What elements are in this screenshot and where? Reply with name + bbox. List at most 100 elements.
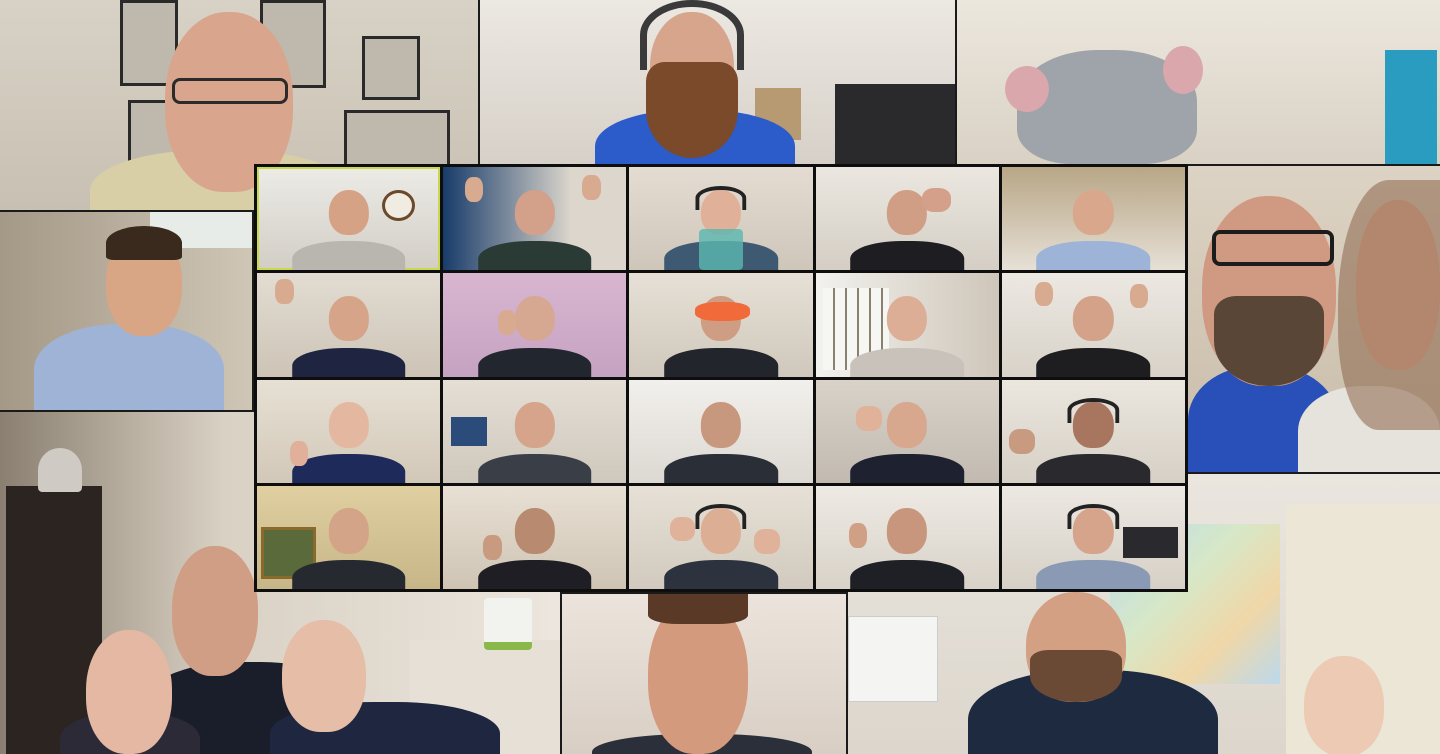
participant-face	[887, 295, 928, 342]
participant-body	[850, 347, 964, 377]
grid-tile-4[interactable]	[815, 167, 999, 271]
video-tile-top-left[interactable]	[0, 0, 478, 210]
participant-body	[477, 347, 592, 377]
participant-face	[328, 189, 369, 236]
monitor	[450, 416, 488, 446]
grid-tile-1-active-speaker[interactable]	[257, 167, 441, 271]
grid-tile-11[interactable]	[257, 379, 441, 483]
teal-hair	[699, 228, 743, 271]
participant-body	[1036, 560, 1151, 589]
participant-grid	[254, 164, 1188, 592]
participant-body	[291, 347, 406, 377]
grid-tile-6[interactable]	[257, 273, 441, 377]
participant-face	[700, 402, 742, 448]
participant-body	[477, 560, 592, 589]
child-hair	[1338, 180, 1440, 430]
participant-body	[1036, 453, 1151, 483]
grid-tile-19[interactable]	[815, 485, 999, 589]
thumbs-up-hand	[669, 516, 696, 542]
lamp	[38, 448, 82, 492]
tv-screen	[1122, 527, 1178, 559]
grid-tile-5[interactable]	[1001, 167, 1185, 271]
waving-hand	[275, 279, 294, 305]
child-face	[282, 620, 366, 732]
thumbs-up-hand	[753, 529, 780, 554]
participant-face	[1073, 189, 1114, 236]
video-tile-top-center[interactable]	[480, 0, 955, 164]
grid-tile-15[interactable]	[1001, 379, 1185, 483]
grid-tile-17[interactable]	[443, 485, 627, 589]
child-face	[86, 630, 172, 754]
participant-face	[328, 295, 369, 342]
waving-hand	[582, 175, 601, 201]
participant-face	[514, 508, 555, 554]
glasses-icon	[172, 78, 288, 104]
participant-face	[887, 189, 928, 236]
participant-face	[887, 508, 928, 554]
grid-tile-10[interactable]	[1001, 273, 1185, 377]
participant-body	[291, 241, 406, 271]
participant-body	[477, 453, 592, 483]
participant-face	[328, 402, 369, 448]
video-tile-left-middle[interactable]	[0, 212, 252, 410]
participant-body	[850, 560, 964, 589]
grid-tile-2[interactable]	[443, 167, 627, 271]
participant-body	[664, 453, 778, 483]
drawing-on-wall	[848, 616, 938, 702]
wall-clock-icon	[381, 189, 415, 221]
participant-face	[328, 508, 369, 554]
grid-tile-8[interactable]	[629, 273, 813, 377]
participant-body	[291, 560, 406, 589]
participant-body	[291, 453, 406, 483]
novelty-glasses-icon	[695, 302, 751, 321]
video-tile-top-right[interactable]	[957, 0, 1440, 164]
participant-body	[850, 241, 964, 271]
participant-body	[1036, 347, 1151, 377]
grid-tile-20[interactable]	[1001, 485, 1185, 589]
video-tile-bottom-center[interactable]	[562, 594, 846, 754]
beard	[1214, 296, 1324, 386]
grid-tile-18[interactable]	[629, 485, 813, 589]
participant-body	[664, 347, 778, 377]
participant-body	[34, 324, 224, 410]
participant-face	[648, 598, 748, 754]
grid-tile-9[interactable]	[815, 273, 999, 377]
waving-hand	[498, 310, 517, 336]
participant-face	[514, 402, 555, 448]
waving-hand	[855, 406, 882, 432]
beard	[1030, 650, 1122, 702]
headphones-icon	[640, 0, 744, 70]
grid-tile-16[interactable]	[257, 485, 441, 589]
waving-hand	[1034, 281, 1054, 307]
hair	[106, 226, 182, 260]
participant-body	[1036, 241, 1151, 271]
grid-tile-13[interactable]	[629, 379, 813, 483]
waving-hand	[483, 535, 502, 561]
headphones-icon	[1067, 504, 1120, 530]
waving-hand	[465, 177, 484, 203]
waving-hand	[289, 441, 309, 467]
grid-tile-3[interactable]	[629, 167, 813, 271]
grid-tile-7[interactable]	[443, 273, 627, 377]
participant-body	[850, 453, 964, 483]
video-tile-right-middle[interactable]	[1188, 166, 1440, 472]
headphones-icon	[695, 185, 747, 211]
mug	[484, 598, 532, 650]
child-face	[1304, 656, 1384, 754]
grid-tile-12[interactable]	[443, 379, 627, 483]
participant-face	[172, 546, 258, 676]
glasses-icon	[1212, 230, 1334, 266]
headphones-icon	[695, 504, 747, 530]
participant-face	[887, 402, 928, 448]
grid-tile-14[interactable]	[815, 379, 999, 483]
plush-toy-ear	[1005, 66, 1049, 112]
waving-hand	[848, 522, 867, 548]
waving-hand	[1130, 283, 1149, 309]
participant-face	[1073, 295, 1114, 342]
waving-hand	[1009, 429, 1035, 454]
participant-face	[514, 189, 555, 236]
picture-frame	[362, 36, 420, 100]
picture-frame	[344, 110, 450, 172]
participant-face	[514, 295, 555, 342]
